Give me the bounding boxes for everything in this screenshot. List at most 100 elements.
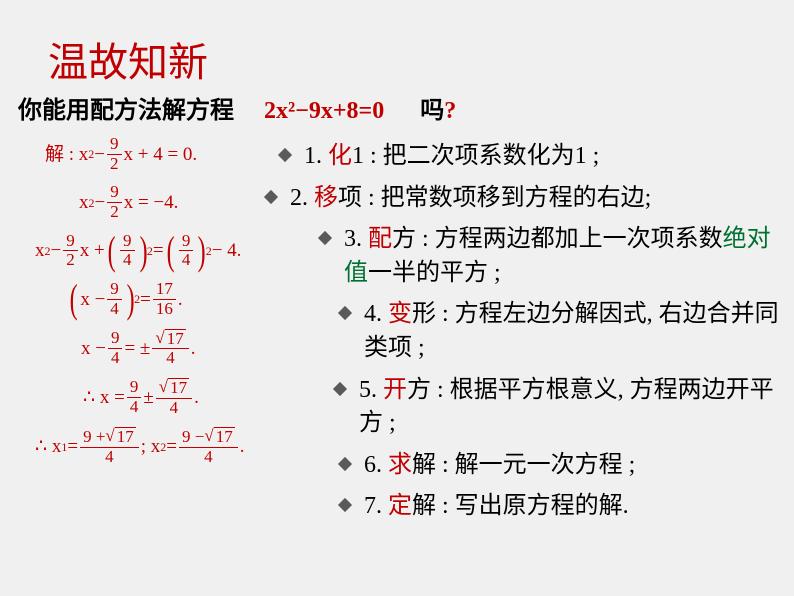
math-line-6: ∴ x = 94 ± √174 .	[83, 378, 244, 417]
math-derivation: 解 : x2 − 92 x + 4 = 0. x2 − 92 x = −4. x…	[45, 135, 244, 477]
bullet-icon	[264, 190, 278, 204]
step-number: 6.	[364, 452, 388, 478]
math-text: ; x	[141, 437, 161, 456]
bullet-icon	[338, 498, 352, 512]
step-6: 6. 求解 : 解一元一次方程 ;	[340, 449, 790, 483]
denominator: 4	[102, 448, 117, 467]
denominator: 4	[179, 251, 194, 270]
math-text: = ±	[124, 339, 150, 358]
denominator: 4	[108, 349, 123, 368]
math-text: .	[194, 388, 199, 407]
math-text: =	[140, 290, 151, 309]
math-text: x = −4.	[124, 193, 179, 212]
math-line-4: (x − 94)2 = 1716 .	[67, 280, 244, 318]
math-text: −	[94, 145, 105, 164]
denominator: 2	[63, 251, 78, 270]
fraction: √174	[156, 378, 192, 417]
fraction: 9 + √174	[80, 427, 139, 466]
math-text: .	[178, 290, 183, 309]
numerator: 9	[63, 232, 78, 252]
step-text: 解 : 写出原方程的解.	[412, 493, 629, 519]
step-2: 2. 移项 : 把常数项移到方程的右边;	[266, 182, 790, 216]
step-3: 3. 配方 : 方程两边都加上一次项系数绝对值一半的平方 ;	[320, 223, 790, 290]
numerator: 17	[153, 280, 176, 300]
math-text: ∴ x =	[83, 388, 125, 407]
step-key: 化	[328, 143, 352, 169]
fraction: 92	[107, 183, 122, 221]
paren-group: (94)	[105, 232, 150, 270]
paren-group: (94)	[164, 232, 209, 270]
numerator: 9	[107, 280, 122, 300]
step-text: 项 : 把常数项移到方程的右边;	[338, 185, 651, 211]
math-text: 9 −	[182, 428, 204, 447]
step-text: 方 : 根据平方根意义, 方程两边开平方 ;	[359, 377, 774, 437]
denominator: 4	[163, 349, 178, 368]
paren-group: (x − 94)	[67, 280, 137, 318]
math-text: 解 : x	[45, 145, 88, 164]
step-key: 定	[388, 493, 412, 519]
math-text: −	[95, 193, 106, 212]
step-text: 一半的平方 ;	[368, 260, 501, 286]
math-text: x −	[81, 339, 106, 358]
denominator: 4	[167, 399, 182, 418]
numerator: 9	[108, 329, 123, 349]
math-text: x −	[80, 290, 105, 309]
question-prefix: 你能用配方法解方程	[18, 98, 234, 124]
step-text: 解 : 解一元一次方程 ;	[412, 452, 635, 478]
denominator: 16	[153, 300, 176, 319]
step-key: 移	[314, 185, 338, 211]
step-key: 求	[388, 452, 412, 478]
math-text: x	[79, 193, 89, 212]
fraction: 94	[127, 378, 142, 416]
math-text: =	[67, 437, 78, 456]
math-line-1: 解 : x 2 − 92 x + 4 = 0.	[45, 135, 244, 173]
step-number: 4.	[364, 301, 388, 327]
math-line-5: x − 94 = ± √174 .	[81, 329, 244, 368]
bullet-icon	[318, 231, 332, 245]
step-7: 7. 定解 : 写出原方程的解.	[340, 490, 790, 524]
step-number: 7.	[364, 493, 388, 519]
math-text: =	[153, 241, 164, 260]
sqrt-arg: 17	[168, 378, 189, 398]
math-text: x + 4 = 0.	[124, 145, 198, 164]
step-number: 3.	[344, 226, 368, 252]
slide-title: 温故知新	[48, 30, 208, 88]
step-number: 5.	[359, 377, 383, 403]
numerator: 9	[107, 135, 122, 155]
fraction: 92	[63, 232, 78, 270]
question-line: 你能用配方法解方程 2x²−9x+8=0 吗?	[18, 90, 456, 125]
math-text: .	[191, 339, 196, 358]
step-5: 5. 开方 : 根据平方根意义, 方程两边开平方 ;	[335, 374, 790, 441]
step-key: 配	[368, 226, 392, 252]
step-text: 方 : 方程两边都加上一次项系数	[392, 226, 723, 252]
sqrt-arg: 17	[165, 329, 186, 349]
numerator: 9	[120, 232, 135, 252]
math-line-2: x2 − 92 x = −4.	[79, 183, 244, 221]
math-text: − 4.	[212, 241, 242, 260]
fraction: 1716	[153, 280, 176, 318]
math-line-7: ∴ x1 = 9 + √174 ; x2 = 9 − √174 .	[35, 427, 244, 466]
fraction: √174	[152, 329, 188, 368]
denominator: 4	[201, 448, 216, 467]
sqrt-arg: 17	[115, 427, 136, 447]
fraction: 92	[107, 135, 122, 173]
bullet-icon	[278, 148, 292, 162]
fraction: 94	[108, 329, 123, 367]
question-mark: ?	[444, 98, 456, 124]
denominator: 4	[107, 300, 122, 319]
step-number: 2.	[290, 185, 314, 211]
question-suffix: 吗	[420, 98, 444, 124]
step-key: 变	[388, 301, 412, 327]
math-text: =	[166, 437, 177, 456]
numerator: 9	[179, 232, 194, 252]
math-line-3: x2 − 92 x + (94)2 = (94)2 − 4.	[35, 232, 244, 270]
bullet-icon	[338, 306, 352, 320]
bullet-icon	[333, 381, 347, 395]
step-text: 形 : 方程左边分解因式, 右边合并同类项 ;	[364, 301, 779, 361]
fraction: 9 − √174	[179, 427, 238, 466]
math-text: ±	[143, 388, 153, 407]
math-text: ∴ x	[35, 437, 61, 456]
step-1: 1. 化1 : 把二次项系数化为1 ;	[280, 140, 790, 174]
step-4: 4. 变形 : 方程左边分解因式, 右边合并同类项 ;	[340, 298, 790, 365]
denominator: 2	[107, 155, 122, 174]
